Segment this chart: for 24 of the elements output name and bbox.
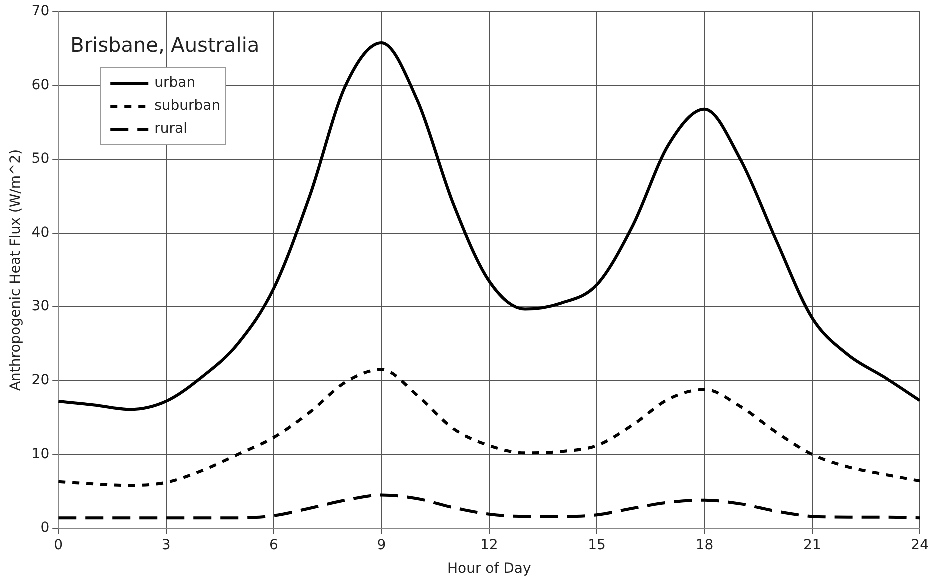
y-tick-label: 20 xyxy=(32,372,50,388)
x-tick-label: 0 xyxy=(54,537,64,554)
legend-label: rural xyxy=(154,121,188,138)
line-series xyxy=(58,494,920,520)
x-tick-label: 18 xyxy=(696,537,714,554)
y-tick-label: 70 xyxy=(32,4,50,20)
y-tick-label: 0 xyxy=(40,520,50,536)
y-tick-label: 50 xyxy=(32,151,50,168)
x-tick-label: 6 xyxy=(270,537,279,554)
y-axis-title: Anthropogenic Heat Flux (W/m^2) xyxy=(8,149,24,392)
legend-label: urban xyxy=(154,75,196,92)
x-tick-label: 9 xyxy=(377,537,386,554)
y-tick-label: 10 xyxy=(32,446,50,462)
x-tick-label: 24 xyxy=(911,537,930,554)
x-tick-label: 21 xyxy=(803,537,822,554)
x-tick-label: 12 xyxy=(480,537,498,554)
y-tick-label: 40 xyxy=(32,224,50,241)
legend-label: suburban xyxy=(154,98,221,114)
y-tick-label: 30 xyxy=(32,298,50,315)
x-axis-title: Hour of Day xyxy=(447,561,532,578)
text: Brisbane, Australia xyxy=(70,33,260,58)
x-tick-label: 3 xyxy=(162,537,171,554)
x-tick-label: 15 xyxy=(588,537,606,554)
y-tick-label: 60 xyxy=(32,77,50,94)
